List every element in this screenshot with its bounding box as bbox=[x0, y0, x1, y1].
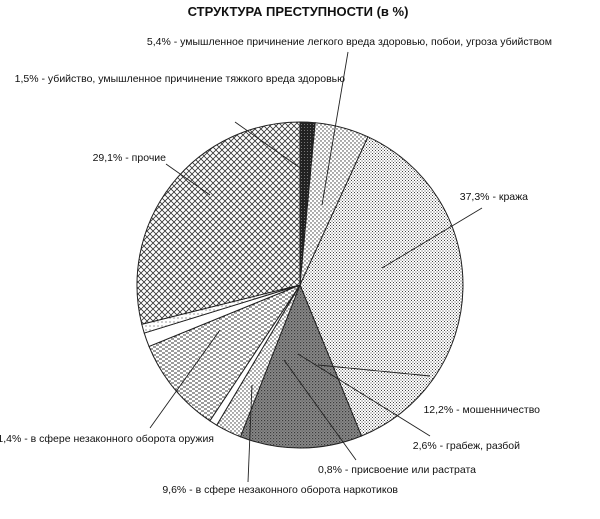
pie-slice-3 bbox=[239, 283, 363, 449]
slice-label-4: 2,6% - грабеж, разбой bbox=[413, 440, 520, 452]
leader-line-1 bbox=[321, 51, 349, 206]
leader-line-4 bbox=[297, 353, 431, 437]
pie-slice-9 bbox=[136, 121, 301, 325]
chart-title: СТРУКТУРА ПРЕСТУПНОСТИ (в %) bbox=[188, 4, 409, 19]
leader-line-5 bbox=[283, 359, 357, 461]
leader-line-7 bbox=[149, 329, 221, 429]
pie-slices bbox=[136, 121, 464, 449]
slice-label-7: 1,4% - в сфере незаконного оборота оружи… bbox=[0, 433, 214, 445]
leader-line-0 bbox=[234, 121, 304, 171]
slice-label-5: 0,8% - присвоение или растрата bbox=[318, 464, 476, 476]
leader-line-2 bbox=[381, 207, 483, 269]
slice-label-6: 9,6% - в сфере незаконного оборота нарко… bbox=[162, 484, 398, 496]
leader-lines bbox=[149, 51, 483, 483]
slice-labels: 1,5% - убийство, умышленное причинение т… bbox=[0, 36, 552, 496]
pie-slice-6 bbox=[148, 283, 302, 422]
leader-line-3 bbox=[317, 364, 431, 377]
leader-line-6 bbox=[247, 384, 253, 483]
leader-line-9 bbox=[165, 163, 211, 196]
slice-label-3: 12,2% - мошенничество bbox=[423, 404, 540, 416]
slice-label-0: 1,5% - убийство, умышленное причинение т… bbox=[15, 73, 345, 85]
pie-slice-2 bbox=[299, 136, 464, 437]
slice-label-2: 37,3% - кража bbox=[460, 191, 528, 203]
slice-label-1: 5,4% - умышленное причинение легкого вре… bbox=[147, 36, 552, 48]
slice-label-9: 29,1% - прочие bbox=[93, 152, 167, 164]
